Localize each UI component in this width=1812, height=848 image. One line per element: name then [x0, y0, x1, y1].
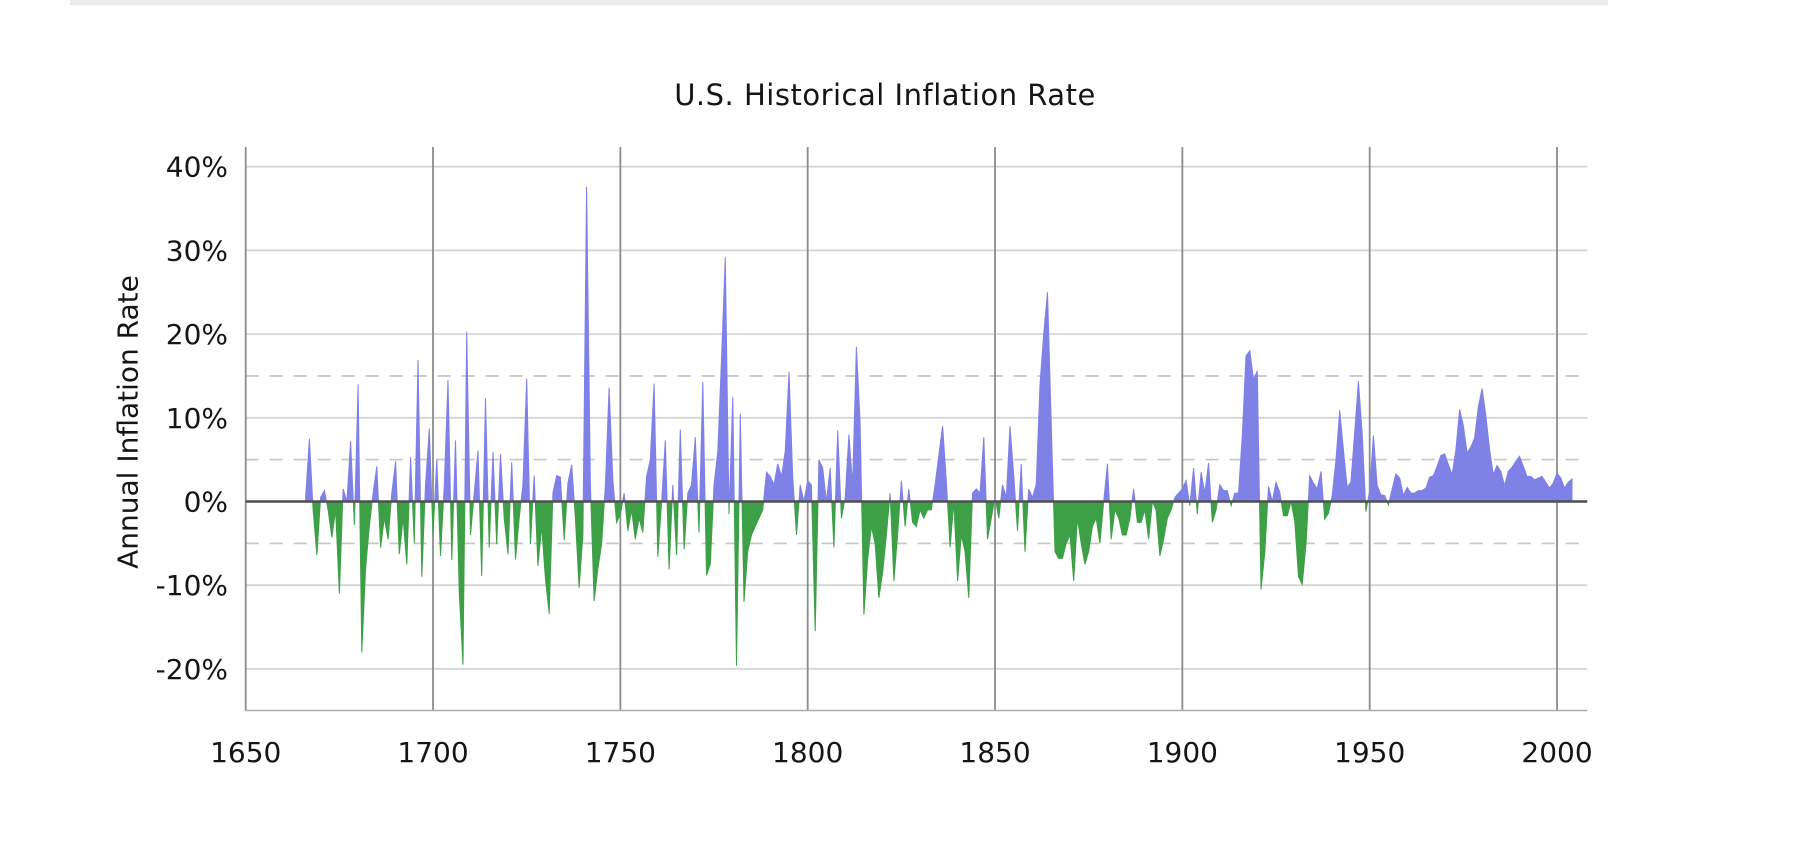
y-axis-label: Annual Inflation Rate — [111, 275, 145, 569]
x-tick-label-1750: 1750 — [585, 736, 656, 769]
window-edge-strip — [70, 0, 1608, 5]
x-tick-label-1850: 1850 — [959, 736, 1030, 769]
positive-inflation-area — [305, 186, 1573, 502]
chart-title: U.S. Historical Inflation Rate — [674, 78, 1096, 112]
y-tick-label--10: -10% — [156, 569, 228, 602]
x-tick-label-2000: 2000 — [1521, 736, 1592, 769]
y-tick-label-30: 30% — [166, 234, 228, 267]
x-tick-label-1950: 1950 — [1334, 736, 1405, 769]
y-tick-label-10: 10% — [166, 402, 228, 435]
x-tick-label-1650: 1650 — [210, 736, 281, 769]
x-tick-label-1900: 1900 — [1147, 736, 1218, 769]
x-tick-label-1700: 1700 — [397, 736, 468, 769]
y-tick-label--20: -20% — [156, 653, 228, 686]
negative-inflation-area — [305, 501, 1573, 666]
y-tick-label-20: 20% — [166, 318, 228, 351]
y-tick-label-40: 40% — [166, 151, 228, 184]
y-tick-label-0: 0% — [184, 486, 228, 519]
x-tick-label-1800: 1800 — [772, 736, 843, 769]
